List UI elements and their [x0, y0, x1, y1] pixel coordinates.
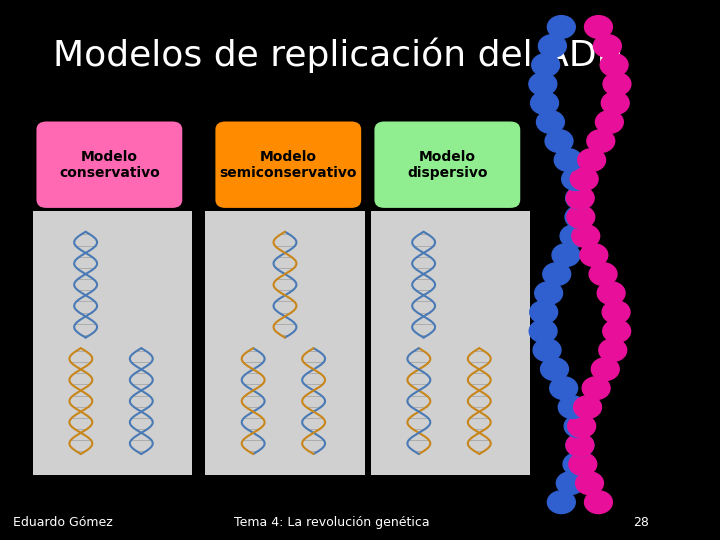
Circle shape: [529, 73, 557, 96]
Text: Tema 4: La revolución genética: Tema 4: La revolución genética: [233, 516, 429, 529]
Circle shape: [575, 472, 603, 495]
Circle shape: [567, 206, 595, 228]
Circle shape: [566, 434, 594, 456]
Circle shape: [574, 396, 601, 418]
Circle shape: [595, 111, 624, 133]
Circle shape: [602, 301, 630, 323]
Circle shape: [582, 377, 610, 400]
Circle shape: [580, 244, 608, 266]
Circle shape: [530, 301, 557, 323]
Circle shape: [593, 35, 621, 57]
Circle shape: [603, 320, 631, 342]
Circle shape: [554, 148, 582, 171]
Circle shape: [547, 16, 575, 38]
Circle shape: [535, 282, 562, 305]
Circle shape: [565, 206, 593, 228]
Text: Modelos de replicación del ADN: Modelos de replicación del ADN: [53, 38, 624, 73]
Circle shape: [558, 396, 586, 418]
Circle shape: [545, 130, 573, 152]
Circle shape: [532, 53, 559, 76]
Text: 28: 28: [634, 516, 649, 529]
Circle shape: [589, 263, 617, 286]
Circle shape: [585, 16, 613, 38]
Circle shape: [597, 282, 625, 305]
FancyBboxPatch shape: [33, 211, 192, 475]
Circle shape: [603, 73, 631, 96]
Circle shape: [536, 111, 564, 133]
Circle shape: [587, 130, 615, 152]
Circle shape: [564, 415, 592, 437]
Circle shape: [569, 453, 597, 476]
Circle shape: [599, 339, 626, 361]
Circle shape: [570, 168, 598, 191]
Circle shape: [539, 35, 567, 57]
FancyBboxPatch shape: [371, 211, 530, 475]
Circle shape: [585, 491, 613, 514]
Circle shape: [601, 92, 629, 114]
Circle shape: [562, 168, 590, 191]
FancyBboxPatch shape: [215, 122, 361, 208]
Text: Modelo
dispersivo: Modelo dispersivo: [407, 150, 487, 180]
FancyBboxPatch shape: [37, 122, 182, 208]
Text: Eduardo Gómez: Eduardo Gómez: [13, 516, 113, 529]
Circle shape: [543, 263, 571, 286]
FancyBboxPatch shape: [374, 122, 521, 208]
Circle shape: [557, 472, 584, 495]
Text: Modelo
conservativo: Modelo conservativo: [59, 150, 160, 180]
Circle shape: [531, 92, 559, 114]
FancyBboxPatch shape: [205, 211, 364, 475]
Circle shape: [568, 415, 595, 437]
Circle shape: [577, 148, 606, 171]
Circle shape: [572, 225, 600, 247]
Circle shape: [563, 453, 591, 476]
Circle shape: [541, 358, 568, 381]
Circle shape: [591, 358, 619, 381]
Circle shape: [566, 187, 593, 210]
Circle shape: [600, 53, 628, 76]
Circle shape: [547, 491, 575, 514]
Circle shape: [533, 339, 561, 361]
Text: Modelo
semiconservativo: Modelo semiconservativo: [220, 150, 357, 180]
Circle shape: [529, 320, 557, 342]
Circle shape: [567, 187, 594, 210]
Circle shape: [566, 434, 594, 456]
Circle shape: [552, 244, 580, 266]
Circle shape: [560, 225, 588, 247]
Circle shape: [550, 377, 577, 400]
